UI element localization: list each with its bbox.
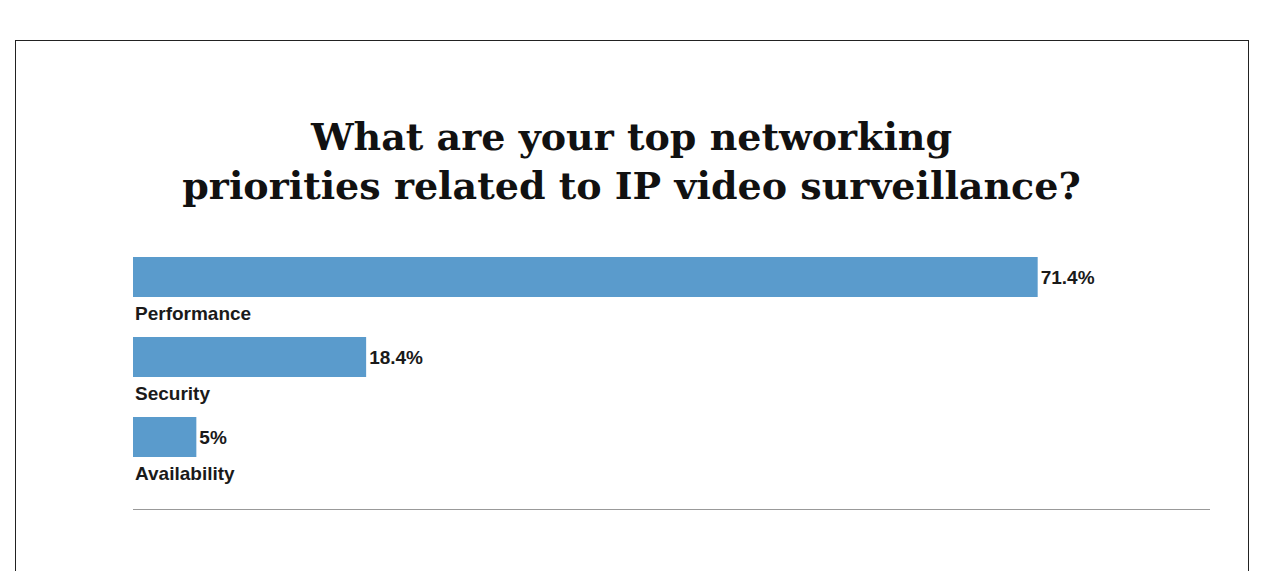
svg-text:Availability: Availability: [135, 463, 235, 484]
svg-text:18.4%: 18.4%: [369, 347, 423, 368]
svg-text:Security: Security: [135, 383, 210, 404]
svg-text:5%: 5%: [199, 427, 227, 448]
svg-text:What are your top networkingpr: What are your top networkingpriorities r…: [182, 114, 1080, 208]
svg-text:Performance: Performance: [135, 303, 251, 324]
svg-text:71.4%: 71.4%: [1041, 267, 1095, 288]
